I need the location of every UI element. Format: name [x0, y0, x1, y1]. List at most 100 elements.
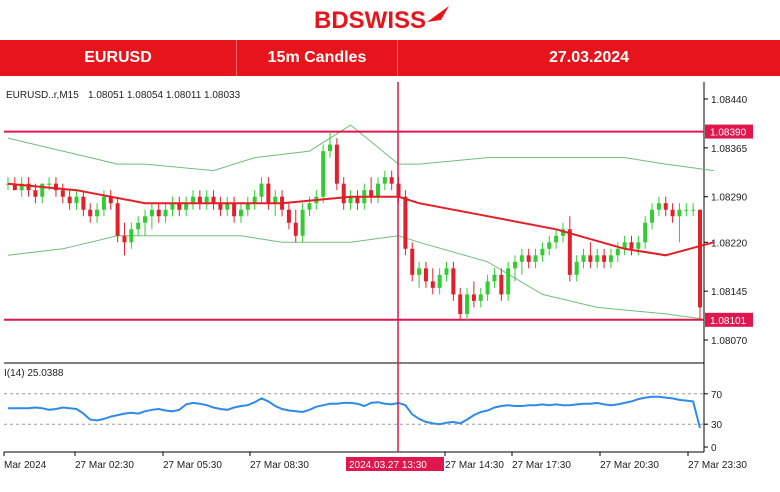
candle-body [389, 177, 394, 184]
plot-area [4, 82, 704, 451]
candle-body [321, 151, 326, 197]
candle-body [190, 196, 195, 204]
header-bar: EURUSD 15m Candles 27.03.2024 [0, 40, 780, 76]
indicator-label: I(14) 25.0388 [4, 368, 64, 379]
candle-body [485, 281, 490, 295]
candle-body [156, 209, 161, 217]
candle-body [108, 196, 113, 204]
candle-body [218, 203, 223, 210]
candle-body [513, 261, 518, 269]
price-tick-label: 1.08290 [711, 193, 748, 204]
candle-body [225, 203, 230, 210]
candle-body [129, 229, 134, 243]
symbol-label: EURUSD..r,M15 [6, 90, 79, 101]
time-tick-label: 27 Mar 20:30 [600, 460, 659, 471]
candle-body [136, 222, 141, 230]
indicator-line [8, 395, 701, 429]
candle-body [499, 274, 504, 295]
candle-body [375, 183, 380, 197]
candle-body [26, 183, 31, 191]
candle-body [574, 261, 579, 275]
header-timeframe: 15m Candles [267, 49, 367, 66]
candle-body [273, 196, 278, 204]
candle-body [622, 242, 627, 249]
candle-body [293, 222, 298, 236]
candle-body [163, 209, 168, 217]
candle-body [650, 209, 655, 223]
candle-body [643, 222, 648, 243]
candle-body [67, 196, 72, 204]
brand-logo: BDSWISS [0, 0, 780, 40]
candle-body [526, 255, 531, 262]
candle-body [437, 274, 442, 288]
brand-logo-swoosh-icon [427, 6, 449, 22]
candle-body [266, 183, 271, 204]
candle-body [184, 203, 189, 210]
candle-body [478, 294, 483, 301]
candle-body [53, 183, 58, 191]
candle-body [334, 144, 339, 184]
level-label-bg [705, 124, 753, 139]
time-tick-label: 27 Mar 05:30 [163, 460, 222, 471]
candle-body [101, 196, 106, 210]
crosshair-time-bg [346, 457, 444, 471]
candle-body [19, 183, 24, 191]
candle-body [656, 203, 661, 210]
candle-body [328, 144, 333, 152]
candle-body [60, 190, 65, 197]
candle-body [259, 183, 264, 197]
candle-body [369, 190, 374, 197]
crosshair-time-label: 2024.03.27 13:30 [349, 460, 427, 471]
candle-body [608, 255, 613, 262]
candle-body [12, 183, 17, 191]
brand-logo-text: BDSWISS [314, 7, 426, 34]
candle-body [232, 203, 237, 217]
price-tick-label: 1.08220 [711, 238, 748, 249]
candle-body [698, 209, 702, 308]
bollinger-lower-line [7, 235, 714, 321]
price-tick-label: 1.08365 [711, 144, 748, 155]
price-tick-label: 1.08070 [711, 336, 748, 347]
candle-body [533, 255, 538, 262]
header-symbol: EURUSD [84, 49, 152, 66]
level-label: 1.08390 [710, 128, 747, 139]
candle-body [567, 229, 572, 275]
time-tick-label: 27 Mar 14:30 [445, 460, 504, 471]
candle-body [177, 203, 182, 210]
candle-body [581, 255, 586, 262]
price-chart[interactable]: 1.08390 1.08101 1.08440 1.08365 1.08290 1.082… [0, 76, 780, 492]
candle-body [458, 294, 463, 314]
time-tick-label: 27 Mar 23:30 [688, 460, 747, 471]
candle-body [670, 209, 675, 217]
candle-body [88, 209, 93, 217]
level-label: 1.08101 [710, 316, 747, 327]
candle-body [211, 196, 216, 204]
candle-body [465, 294, 470, 314]
candle-body [629, 242, 634, 249]
price-tick-label: 1.08440 [711, 95, 748, 106]
candle-body [115, 203, 120, 236]
indicator-tick-label: 30 [711, 420, 723, 431]
candle-body [341, 183, 346, 204]
price-tick-label: 1.08145 [711, 287, 748, 298]
candle-body [149, 209, 154, 217]
indicator-tick-label: 70 [711, 390, 723, 401]
candle-body [33, 190, 38, 197]
candle-body [423, 268, 428, 282]
candle-body [444, 268, 449, 275]
header-divider [236, 40, 237, 76]
candle-body [691, 209, 696, 211]
time-tick-label: 27 Mar 08:30 [250, 460, 309, 471]
candle-body [74, 196, 79, 204]
candle-body [519, 255, 524, 262]
bollinger-upper-line [7, 124, 714, 172]
header-date: 27.03.2024 [548, 49, 630, 66]
candle-body [595, 255, 600, 262]
candle-body [238, 209, 243, 217]
candle-body [451, 268, 456, 295]
candle-body [40, 183, 45, 197]
candle-body [170, 203, 175, 210]
candle-body [547, 242, 552, 249]
candle-body [95, 209, 100, 217]
time-tick-label: 27 Mar 17:30 [512, 460, 571, 471]
